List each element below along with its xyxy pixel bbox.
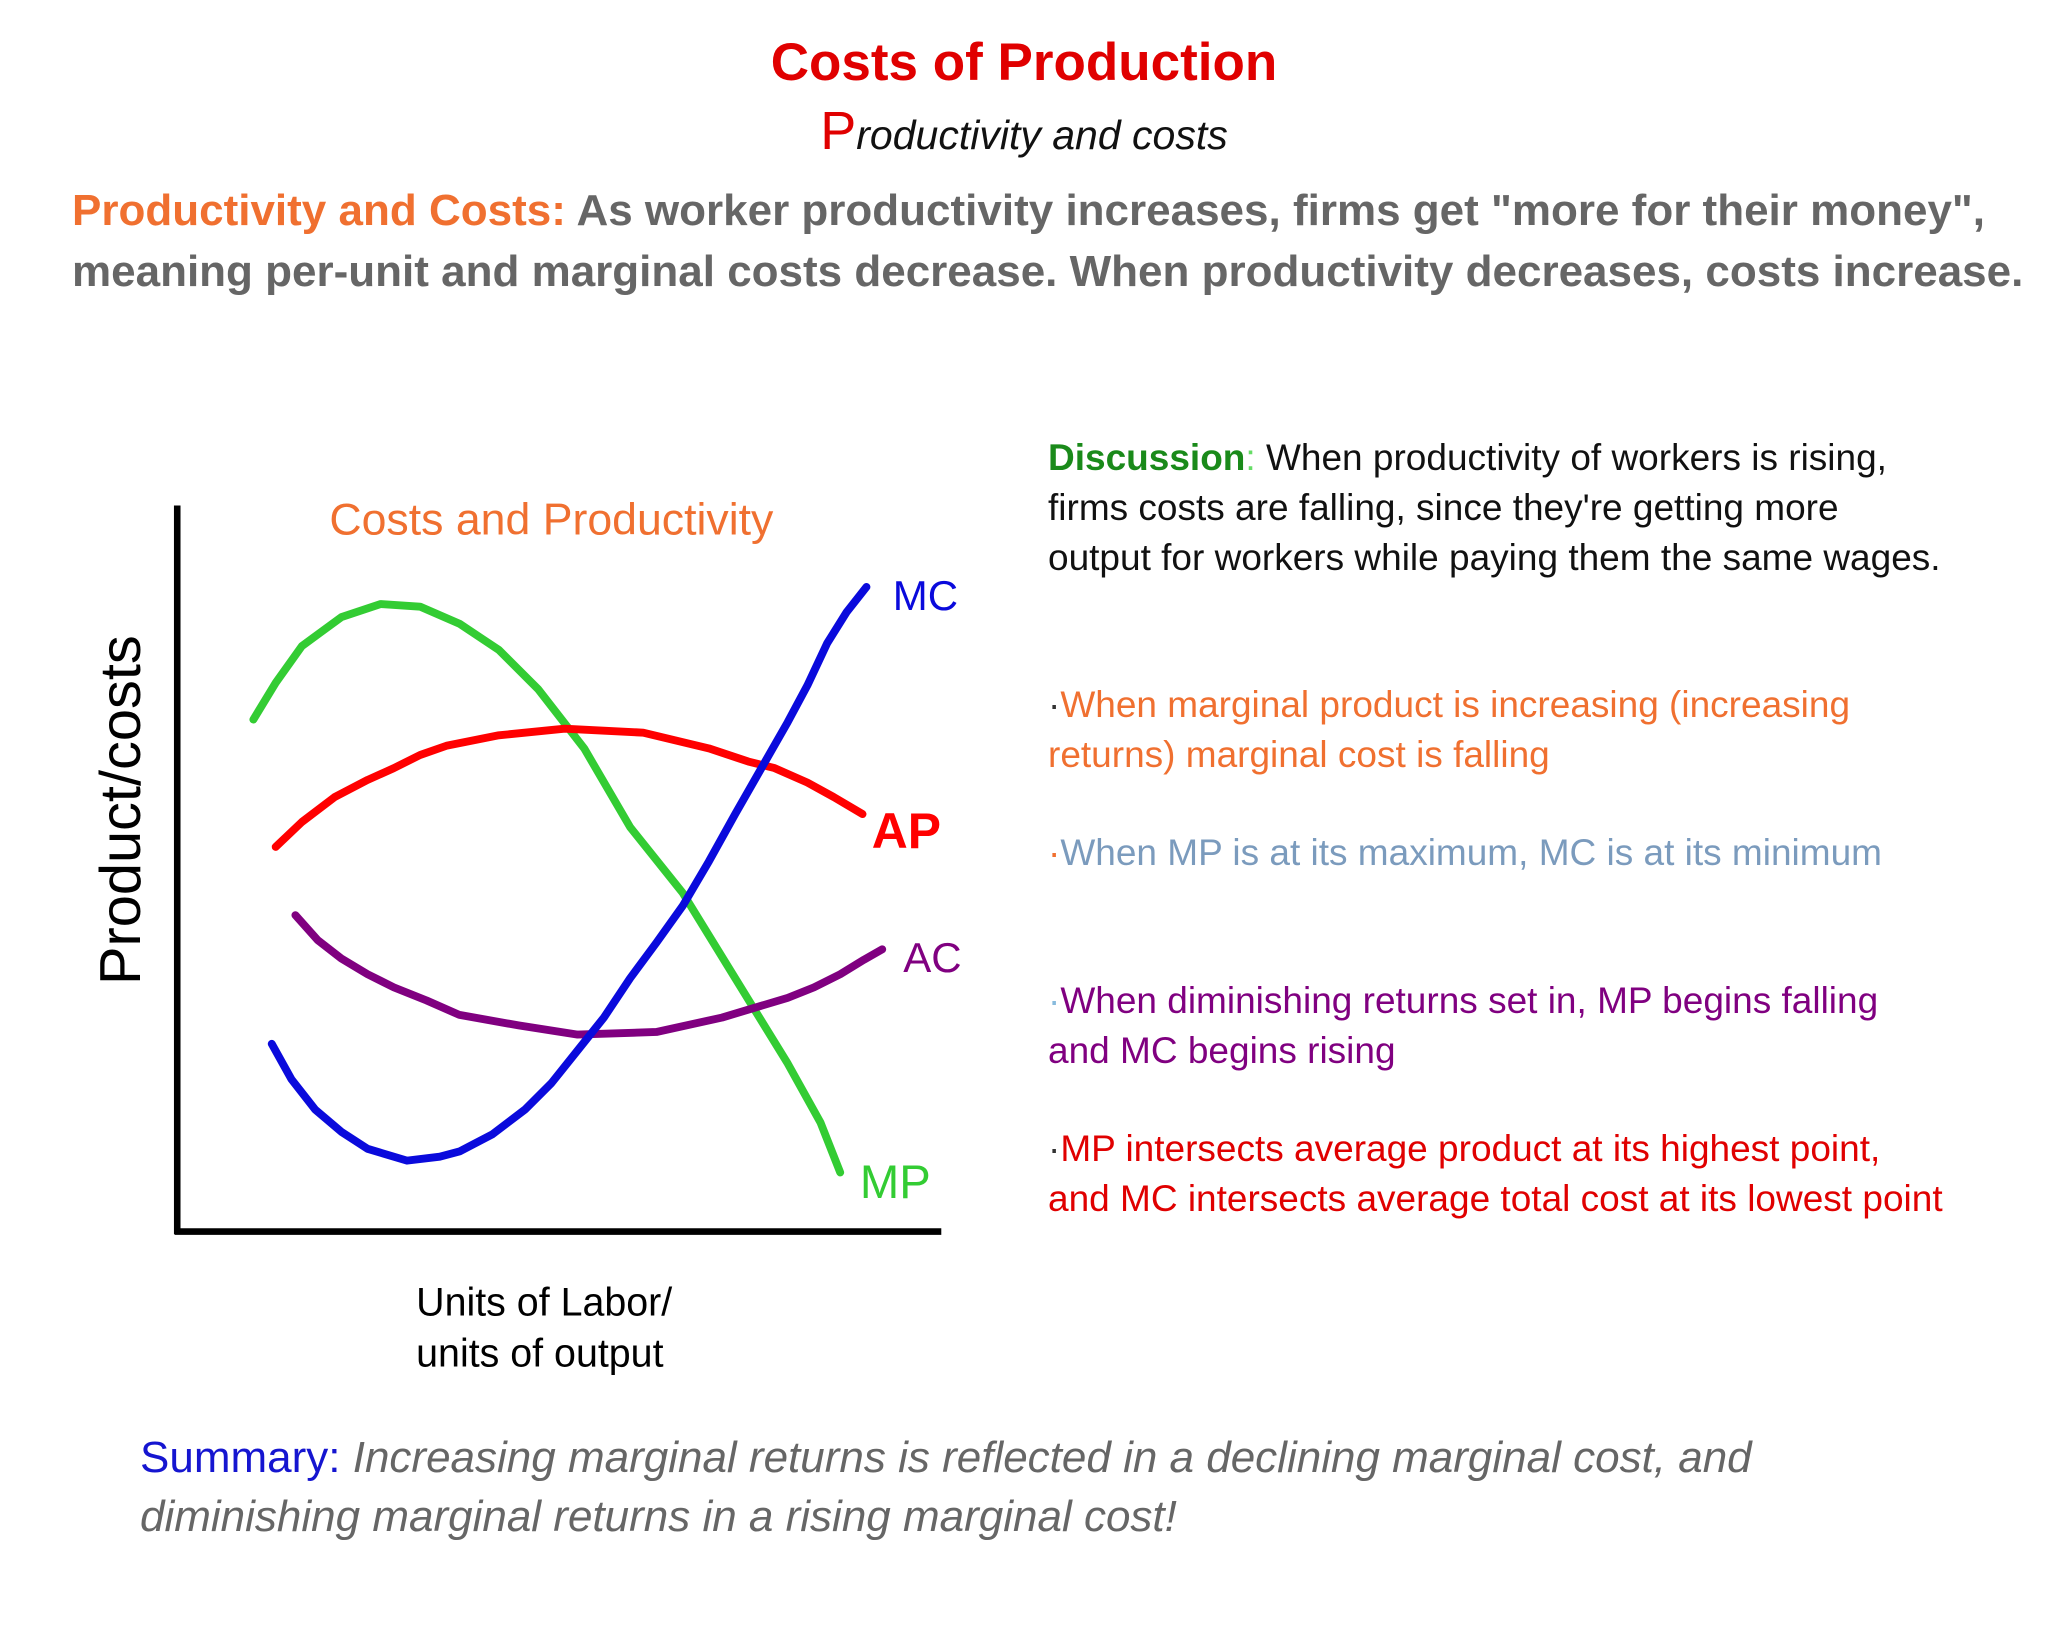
discussion-point: ·MP intersects average product at its hi… xyxy=(1048,1124,1948,1224)
title: Costs of Production xyxy=(770,33,1278,92)
point-text: When MP is at its maximum, MC is at its … xyxy=(1060,832,1882,873)
mp-label: MP xyxy=(860,1156,931,1209)
mc-label: MC xyxy=(893,572,958,619)
point-text: MP intersects average product at its hig… xyxy=(1048,1128,1943,1219)
x-axis-label: Units of Labor/ xyxy=(416,1280,672,1324)
ac-label: AC xyxy=(903,934,961,981)
x-axis-label: units of output xyxy=(416,1332,663,1376)
discussion-text: When productivity of workers is rising, … xyxy=(1048,437,1941,578)
discussion-label: Discussion xyxy=(1048,437,1246,478)
summary: Summary: Increasing marginal returns is … xyxy=(140,1428,1970,1546)
summary-label: Summary: xyxy=(140,1433,341,1482)
bullet: · xyxy=(1048,980,1061,1021)
summary-text: Increasing marginal returns is reflected… xyxy=(140,1433,1752,1541)
intro: Productivity and Costs: As worker produc… xyxy=(72,180,2047,302)
ap-label: AP xyxy=(872,803,941,859)
subtitle-rest: roductivity and costs xyxy=(856,112,1228,158)
mc-curve xyxy=(267,583,871,1165)
discussion-point: ·When diminishing returns set in, MP beg… xyxy=(1048,976,1948,1076)
subtitle: Productivity and costs xyxy=(0,100,2048,162)
discussion-colon: : xyxy=(1245,437,1256,478)
ap-curve xyxy=(271,724,867,851)
y-axis-label: Product/costs xyxy=(89,635,153,985)
bullet: · xyxy=(1048,684,1061,725)
point-text: When diminishing returns set in, MP begi… xyxy=(1048,980,1879,1071)
ac-curve xyxy=(291,911,887,1039)
mp-curve xyxy=(249,600,845,1177)
intro-text: As worker productivity increases, firms … xyxy=(72,186,2024,296)
point-text: When marginal product is increasing (inc… xyxy=(1048,684,1851,775)
discussion-point: ·When marginal product is increasing (in… xyxy=(1048,680,1948,780)
intro-label: Productivity and Costs: xyxy=(72,186,566,235)
diagram-title: Costs and Productivity xyxy=(329,495,774,544)
bullet: · xyxy=(1048,1128,1061,1169)
discussion-point: ·When MP is at its maximum, MC is at its… xyxy=(1048,828,1948,878)
bullet: · xyxy=(1048,832,1061,873)
subtitle-initial: P xyxy=(820,101,857,161)
discussion: Discussion: When productivity of workers… xyxy=(1048,433,1948,583)
